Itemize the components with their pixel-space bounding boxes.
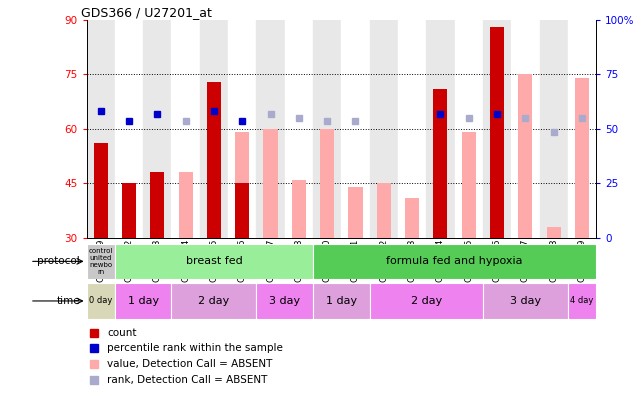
Text: control
united
newbo
rn: control united newbo rn (88, 248, 113, 275)
Bar (228, 20, 256, 238)
Bar (575, 78, 589, 238)
Bar (313, 20, 341, 238)
Bar (87, 244, 115, 279)
Bar (143, 20, 172, 238)
Bar (263, 129, 278, 238)
Bar (313, 283, 370, 319)
Text: 3 day: 3 day (269, 296, 300, 306)
Bar (207, 82, 221, 238)
Bar (426, 20, 454, 238)
Bar (433, 89, 447, 238)
Text: 1 day: 1 day (326, 296, 357, 306)
Bar (292, 179, 306, 238)
Bar (94, 143, 108, 238)
Bar (200, 20, 228, 238)
Bar (115, 244, 313, 279)
Bar (405, 198, 419, 238)
Bar (454, 20, 483, 238)
Text: GDS366 / U27201_at: GDS366 / U27201_at (81, 6, 212, 19)
Bar (115, 20, 143, 238)
Bar (490, 27, 504, 238)
Bar (568, 20, 596, 238)
Text: breast fed: breast fed (185, 256, 242, 267)
Bar (540, 20, 568, 238)
Bar (568, 283, 596, 319)
Text: 1 day: 1 day (128, 296, 159, 306)
Bar (115, 283, 172, 319)
Text: rank, Detection Call = ABSENT: rank, Detection Call = ABSENT (107, 375, 267, 385)
Bar (87, 283, 115, 319)
Bar (172, 283, 256, 319)
Bar (235, 183, 249, 238)
Bar (320, 129, 334, 238)
Bar (483, 283, 568, 319)
Bar (519, 74, 533, 238)
Bar (370, 283, 483, 319)
Bar (150, 172, 164, 238)
Text: percentile rank within the sample: percentile rank within the sample (107, 343, 283, 354)
Bar (349, 187, 363, 238)
Text: time: time (56, 296, 80, 306)
Text: 3 day: 3 day (510, 296, 541, 306)
Bar (313, 244, 596, 279)
Text: formula fed and hypoxia: formula fed and hypoxia (387, 256, 523, 267)
Bar (341, 20, 370, 238)
Bar (122, 183, 136, 238)
Bar (172, 20, 200, 238)
Bar (398, 20, 426, 238)
Text: 0 day: 0 day (89, 297, 112, 305)
Bar (377, 183, 391, 238)
Text: 2 day: 2 day (198, 296, 229, 306)
Bar (235, 132, 249, 238)
Text: 4 day: 4 day (570, 297, 594, 305)
Text: protocol: protocol (37, 256, 80, 267)
Bar (179, 172, 193, 238)
Bar (512, 20, 540, 238)
Bar (256, 283, 313, 319)
Bar (256, 20, 285, 238)
Bar (483, 20, 512, 238)
Bar (462, 132, 476, 238)
Bar (285, 20, 313, 238)
Bar (87, 20, 115, 238)
Text: value, Detection Call = ABSENT: value, Detection Call = ABSENT (107, 359, 272, 369)
Bar (370, 20, 398, 238)
Bar (547, 227, 561, 238)
Text: 2 day: 2 day (411, 296, 442, 306)
Text: count: count (107, 327, 137, 338)
